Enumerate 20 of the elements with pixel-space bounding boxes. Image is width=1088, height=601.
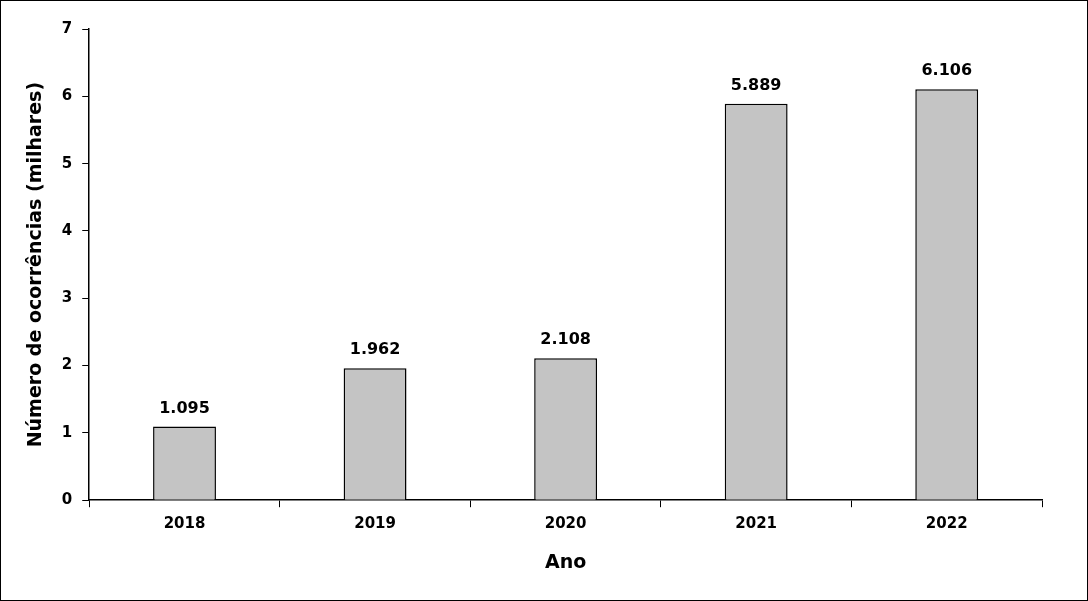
data-label: 1.962 [349, 339, 401, 359]
x-tick-label: 2018 [163, 514, 206, 533]
x-tick-label: 2022 [925, 514, 968, 533]
y-axis-title: Número de ocorrências (milhares) [23, 81, 46, 448]
y-tick-label: 2 [61, 355, 73, 374]
y-tick-label: 5 [61, 153, 73, 172]
y-tick-label: 7 [61, 18, 73, 37]
y-tick-label: 6 [61, 86, 73, 105]
x-tick-label: 2020 [544, 514, 587, 533]
data-label: 2.108 [540, 329, 591, 349]
y-tick-label: 0 [61, 490, 73, 509]
data-label: 6.106 [921, 60, 973, 80]
data-label: 5.889 [730, 74, 782, 94]
x-tick-label: 2021 [735, 514, 778, 533]
y-tick-label: 4 [61, 220, 73, 239]
x-axis-title: Ano [544, 549, 587, 572]
y-tick-label: 1 [61, 422, 73, 441]
data-label: 1.095 [159, 397, 210, 417]
x-tick-label: 2019 [354, 514, 396, 533]
y-tick-label: 3 [61, 288, 73, 307]
